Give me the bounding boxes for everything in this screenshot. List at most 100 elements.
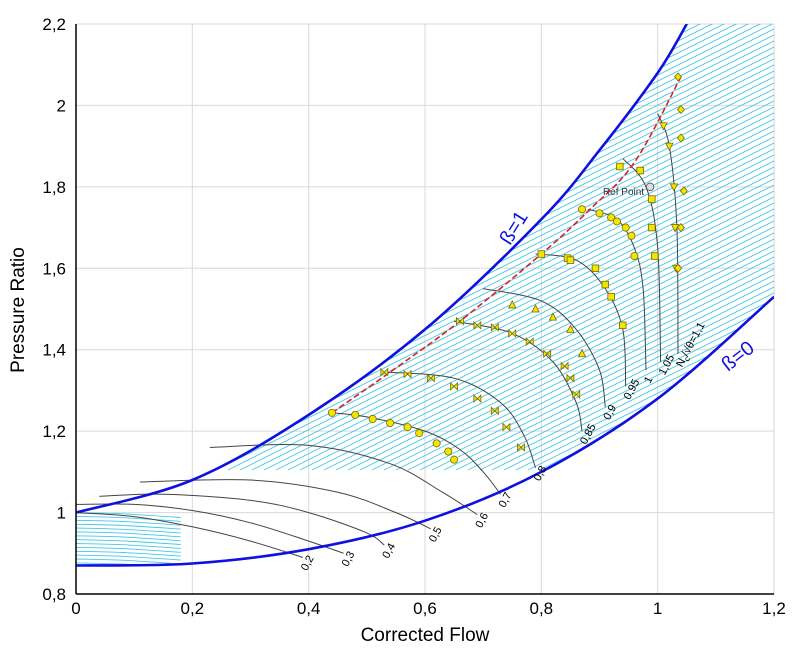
hatch-line (76, 24, 513, 471)
speed-line (99, 493, 385, 546)
marker-diamond (679, 186, 688, 196)
hatch-line (191, 24, 774, 471)
marker-square (591, 264, 600, 272)
beta-hatch-lines (76, 24, 774, 566)
marker-diamond (673, 263, 683, 273)
marker-triangle-down (665, 142, 674, 152)
hatch-line (335, 24, 774, 471)
speed-label-subscript: c (682, 355, 692, 363)
hatch-line (95, 24, 774, 471)
marker-diamond (676, 133, 685, 143)
hatch-line (467, 24, 774, 471)
marker-circle (607, 213, 616, 222)
hatch-curve (76, 550, 181, 557)
hatch-line (76, 24, 729, 471)
x-axis-title: Corrected Flow (361, 625, 490, 646)
x-tick-label: 0,6 (413, 599, 437, 618)
marker-bowtie (380, 367, 389, 377)
hatch-line (275, 24, 774, 471)
marker-bowtie (566, 373, 575, 383)
marker-circle (627, 231, 636, 240)
marker-square (607, 293, 615, 301)
hatch-line (395, 24, 774, 471)
hatch-line (76, 24, 333, 471)
marker-bowtie (525, 337, 534, 347)
hatch-line (76, 24, 537, 471)
hatch-line (383, 24, 774, 471)
hatch-curve (76, 527, 181, 534)
hatch-curve (76, 535, 181, 542)
hatch-line (76, 24, 657, 471)
hatch-line (695, 24, 774, 471)
marker-square (537, 250, 546, 258)
hatch-line (419, 24, 774, 471)
hatch-line (611, 24, 774, 471)
speed-line (76, 512, 304, 558)
hatch-line (76, 24, 297, 471)
marker-triangle (566, 324, 575, 333)
marker-triangle-down (670, 224, 680, 233)
marker-bowtie (450, 381, 458, 391)
marker-bowtie (508, 328, 517, 338)
speed-line (139, 479, 432, 530)
hatch-curve (76, 558, 181, 565)
speed-line-label: 1 (642, 374, 655, 385)
hatch-line (167, 24, 774, 471)
marker-bowtie (456, 316, 464, 326)
hatch-line (76, 24, 645, 471)
reference-point-marker (645, 182, 655, 192)
y-tick-label: 0,8 (42, 585, 66, 604)
hatch-line (527, 24, 774, 471)
y-tick-label: 1 (57, 504, 66, 523)
marker-square (648, 223, 656, 232)
marker-triangle-down (659, 122, 668, 131)
hatch-line (323, 24, 774, 471)
hatch-line (76, 24, 774, 471)
marker-triangle (548, 312, 558, 321)
marker-bowtie (543, 349, 552, 359)
hatch-curve (76, 539, 181, 545)
speed-line-label: 0,9 (601, 403, 619, 422)
marker-circle (386, 418, 395, 427)
hatch-curve (76, 531, 181, 538)
hatch-line (76, 24, 753, 471)
hatch-line (76, 24, 381, 471)
hatch-line (76, 24, 345, 471)
marker-circle (444, 447, 453, 456)
hatch-line (491, 24, 774, 471)
marker-bowtie (473, 394, 482, 404)
hatch-line (76, 24, 417, 471)
speed-line (453, 320, 583, 432)
marker-bowtie (560, 361, 569, 371)
hatch-line (76, 24, 429, 471)
x-tick-label: 0 (71, 599, 80, 618)
hatch-line (76, 24, 573, 471)
marker-square (651, 252, 659, 260)
y-tick-label: 1,8 (42, 178, 66, 197)
marker-circle (612, 217, 621, 226)
data-markers (327, 72, 688, 464)
x-tick-label: 1,2 (762, 599, 786, 618)
marker-circle (432, 439, 441, 448)
hatch-line (719, 24, 774, 471)
speed-line (483, 288, 606, 407)
hatch-line (587, 24, 774, 471)
marker-bowtie (502, 422, 511, 432)
hatch-line (76, 24, 321, 471)
hatch-line (371, 24, 774, 471)
y-tick-label: 1,4 (42, 341, 66, 360)
axes (75, 24, 774, 595)
hatch-line (76, 24, 705, 471)
hatch-line (76, 24, 441, 471)
speed-line (384, 371, 536, 468)
x-tick-label: 0,4 (297, 599, 321, 618)
y-tick-label: 1,2 (42, 422, 66, 441)
marker-square (601, 280, 610, 289)
hatch-line (143, 24, 774, 471)
marker-square (648, 195, 656, 203)
hatch-line (76, 24, 357, 471)
marker-triangle (531, 304, 540, 313)
beta-0-line (76, 295, 774, 567)
hatch-line (76, 24, 405, 471)
marker-circle (450, 455, 459, 464)
